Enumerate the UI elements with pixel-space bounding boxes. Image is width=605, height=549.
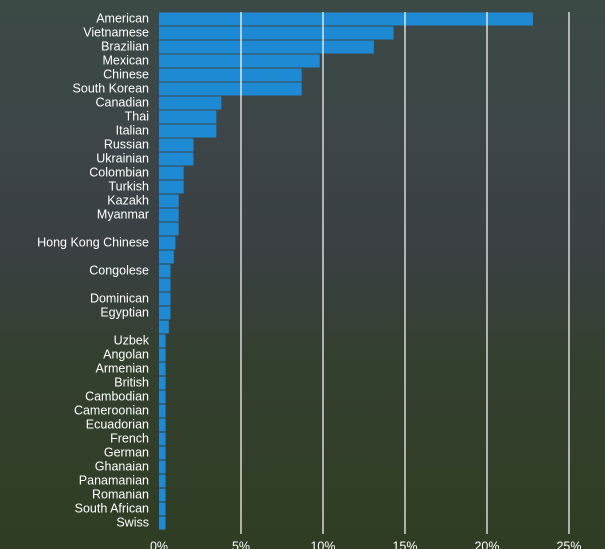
- bar: [159, 152, 194, 166]
- y-tick-label: Angolan: [103, 347, 149, 361]
- bar: [159, 12, 533, 26]
- bar: [159, 40, 374, 54]
- y-tick-label: Thai: [125, 109, 149, 123]
- bar: [159, 306, 171, 320]
- y-tick-label: Dominican: [90, 291, 149, 305]
- x-tick-label: 15%: [392, 539, 417, 549]
- bar: [159, 96, 222, 110]
- bar: [159, 292, 171, 306]
- bar: [159, 54, 320, 68]
- x-tick-label: 5%: [232, 539, 250, 549]
- y-tick-label: American: [96, 11, 149, 25]
- y-tick-label: Panamanian: [79, 473, 149, 487]
- y-tick-label: Egyptian: [100, 305, 149, 319]
- y-tick-label: Ukrainian: [96, 151, 149, 165]
- bar: [159, 362, 166, 376]
- bar: [159, 320, 169, 334]
- y-tick-label: South African: [75, 501, 149, 515]
- bar: [159, 474, 166, 488]
- bar: [159, 166, 184, 180]
- bar: [159, 390, 166, 404]
- bar: [159, 82, 302, 96]
- y-tick-label: Ecuadorian: [86, 417, 149, 431]
- bar: [159, 68, 302, 82]
- bar: [159, 138, 194, 152]
- bar: [159, 180, 184, 194]
- bar: [159, 446, 166, 460]
- bar: [159, 376, 166, 390]
- bar: [159, 250, 174, 264]
- y-tick-label: Canadian: [95, 95, 149, 109]
- y-tick-label: Vietnamese: [83, 25, 149, 39]
- y-tick-label: Mexican: [102, 53, 149, 67]
- y-tick-label: Turkish: [108, 179, 149, 193]
- bar: [159, 516, 166, 530]
- y-tick-label: Ghanaian: [95, 459, 149, 473]
- x-tick-label: 0%: [150, 539, 168, 549]
- y-tick-label: Uzbek: [114, 333, 150, 347]
- bar: [159, 110, 217, 124]
- bar: [159, 222, 179, 236]
- y-tick-label: Brazilian: [101, 39, 149, 53]
- bar: [159, 460, 166, 474]
- bar: [159, 208, 179, 222]
- y-tick-label: French: [110, 431, 149, 445]
- y-tick-label: South Korean: [73, 81, 149, 95]
- y-tick-label: Italian: [116, 123, 149, 137]
- y-tick-label: Myanmar: [97, 207, 149, 221]
- bar: [159, 194, 179, 208]
- x-tick-label: 10%: [310, 539, 335, 549]
- y-tick-label: Cameroonian: [74, 403, 149, 417]
- y-tick-label: Colombian: [89, 165, 149, 179]
- y-tick-label: Swiss: [116, 515, 149, 529]
- y-tick-label: Kazakh: [107, 193, 149, 207]
- y-tick-label: Chinese: [103, 67, 149, 81]
- bar: [159, 278, 171, 292]
- x-tick-label: 20%: [474, 539, 499, 549]
- bar: [159, 124, 217, 138]
- y-tick-label: British: [114, 375, 149, 389]
- bar: [159, 236, 176, 250]
- y-tick-label: Russian: [104, 137, 149, 151]
- bar: [159, 418, 166, 432]
- bar: [159, 488, 166, 502]
- y-tick-label: Romanian: [92, 487, 149, 501]
- bar: [159, 26, 394, 40]
- y-tick-label: German: [104, 445, 149, 459]
- bar: [159, 404, 166, 418]
- bar: [159, 264, 171, 278]
- y-tick-label: Cambodian: [85, 389, 149, 403]
- bar: [159, 348, 166, 362]
- y-tick-label: Congolese: [89, 263, 149, 277]
- y-tick-label: Hong Kong Chinese: [37, 235, 149, 249]
- bar: [159, 432, 166, 446]
- y-tick-label: Armenian: [96, 361, 150, 375]
- bar: [159, 334, 166, 348]
- bar: [159, 502, 166, 516]
- x-tick-label: 25%: [556, 539, 581, 549]
